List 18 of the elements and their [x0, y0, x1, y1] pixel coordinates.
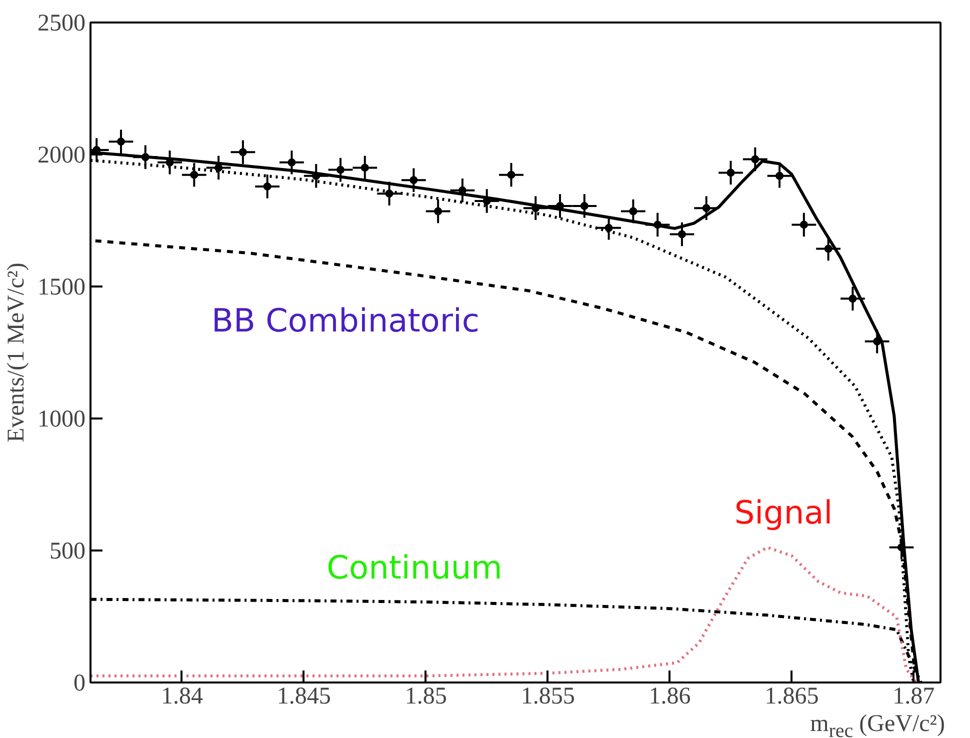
x-tick-label: 1.86: [648, 684, 691, 710]
annotation: Signal: [734, 494, 833, 532]
y-tick-label: 1000: [38, 406, 86, 432]
x-tick-label: 1.865: [764, 684, 819, 710]
x-tick-label: 1.845: [276, 684, 331, 710]
x-tick-label: 1.87: [892, 684, 935, 710]
y-tick-label: 2500: [38, 10, 86, 36]
annotation: Continuum: [326, 548, 502, 586]
x-tick-label: 1.84: [160, 684, 203, 710]
y-tick-label: 500: [50, 538, 86, 564]
y-tick-label: 0: [74, 670, 86, 696]
annotation: BB Combinatoric: [211, 302, 480, 340]
x-tick-label: 1.855: [520, 684, 575, 710]
x-tick-label: 1.85: [404, 684, 447, 710]
x-axis-title: m$_{rec}$ (GeV/c²): [810, 711, 945, 738]
y-tick-label: 1500: [38, 274, 86, 300]
y-axis-title: Events/(1 MeV/c²): [4, 262, 30, 442]
y-tick-label: 2000: [38, 142, 86, 168]
